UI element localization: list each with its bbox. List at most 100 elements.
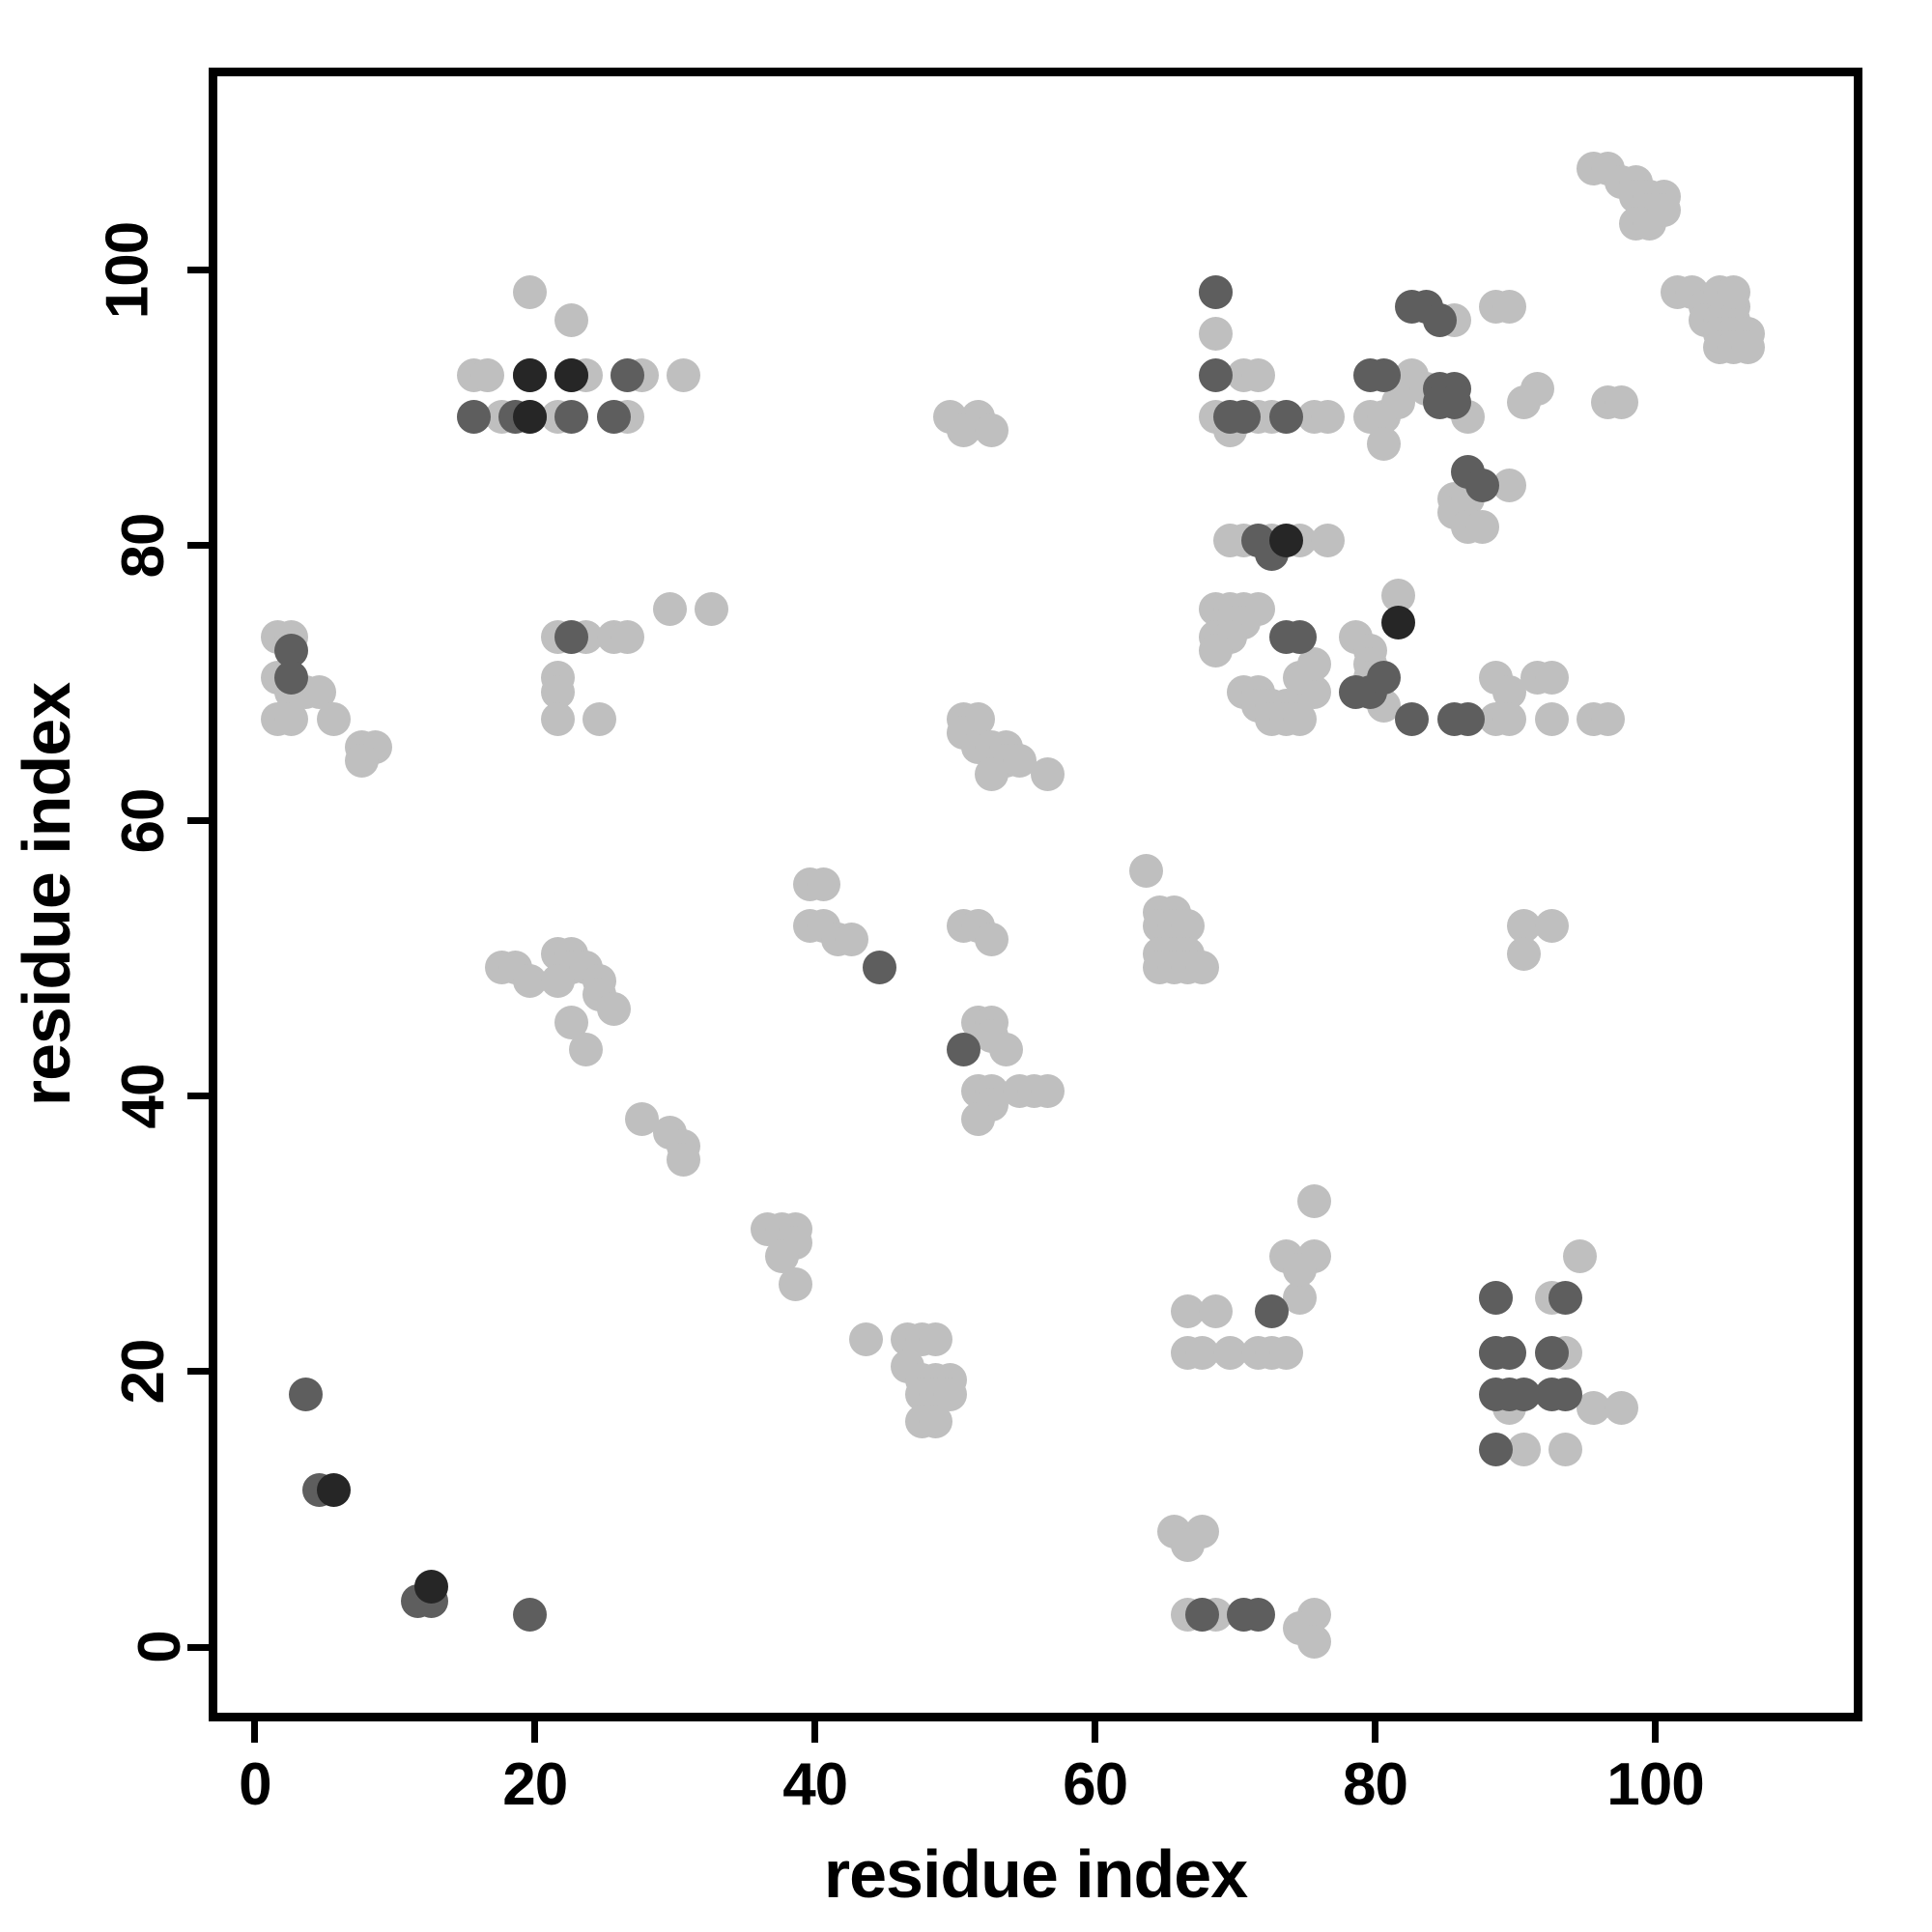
data-point bbox=[1268, 1335, 1303, 1370]
data-point bbox=[1031, 757, 1065, 792]
data-point bbox=[1367, 357, 1402, 392]
data-point bbox=[1464, 509, 1499, 544]
x-axis-tick-label: 40 bbox=[782, 1751, 848, 1818]
data-point bbox=[919, 1321, 953, 1356]
data-point bbox=[1268, 399, 1303, 434]
data-point bbox=[1548, 1377, 1583, 1411]
x-axis-tick bbox=[251, 1721, 259, 1743]
data-point bbox=[1199, 275, 1234, 310]
data-point bbox=[1492, 1335, 1527, 1370]
y-axis-tick-label: 0 bbox=[126, 1631, 193, 1663]
data-point bbox=[568, 1033, 603, 1067]
data-point bbox=[611, 357, 645, 392]
data-point bbox=[1240, 1597, 1275, 1632]
x-axis-tick-label: 80 bbox=[1343, 1751, 1408, 1818]
data-point bbox=[1506, 385, 1541, 420]
data-point bbox=[975, 923, 1009, 957]
data-point bbox=[1227, 399, 1262, 434]
y-axis-tick bbox=[187, 1368, 209, 1376]
x-axis-tick-label: 0 bbox=[239, 1751, 271, 1818]
y-axis-tick-label: 20 bbox=[110, 1339, 178, 1405]
data-point bbox=[1479, 1432, 1513, 1466]
data-point bbox=[1605, 1390, 1639, 1425]
data-point bbox=[1506, 936, 1541, 971]
data-point bbox=[1646, 192, 1681, 227]
data-point bbox=[1548, 1432, 1583, 1466]
data-point bbox=[1605, 385, 1639, 420]
data-point bbox=[1436, 385, 1471, 420]
data-point bbox=[1451, 702, 1485, 737]
data-point bbox=[288, 1377, 323, 1411]
y-axis-title-text: residue index bbox=[9, 682, 84, 1107]
y-axis-tick-label: 60 bbox=[110, 788, 178, 854]
x-axis-tick bbox=[1372, 1721, 1379, 1743]
data-point bbox=[667, 357, 701, 392]
data-point bbox=[1171, 1528, 1206, 1563]
data-point bbox=[596, 399, 631, 434]
data-point bbox=[470, 357, 505, 392]
y-axis-tick bbox=[187, 542, 209, 550]
y-axis-tick-label: 100 bbox=[94, 221, 161, 319]
data-point bbox=[919, 1405, 953, 1439]
data-point bbox=[1255, 1294, 1290, 1329]
data-point bbox=[1395, 702, 1430, 737]
data-point bbox=[316, 1473, 351, 1508]
data-point bbox=[1296, 1184, 1331, 1219]
data-point bbox=[1283, 619, 1318, 654]
data-point bbox=[779, 1266, 813, 1301]
x-axis-tick bbox=[1651, 1721, 1659, 1743]
data-point bbox=[414, 1570, 449, 1605]
data-point bbox=[988, 1033, 1023, 1067]
data-point bbox=[1380, 606, 1415, 640]
x-axis-tick-label: 20 bbox=[502, 1751, 568, 1818]
data-point bbox=[1184, 1597, 1219, 1632]
data-point bbox=[975, 757, 1009, 792]
data-point bbox=[1199, 1294, 1234, 1329]
data-point bbox=[848, 1321, 883, 1356]
data-point bbox=[1562, 1239, 1597, 1274]
data-point bbox=[456, 399, 491, 434]
data-point bbox=[975, 412, 1009, 447]
data-point bbox=[1199, 357, 1234, 392]
data-point bbox=[1240, 357, 1275, 392]
data-point bbox=[1717, 275, 1751, 310]
y-axis-tick-label: 40 bbox=[110, 1064, 178, 1129]
data-point bbox=[1283, 1253, 1318, 1288]
x-axis-tick-label: 100 bbox=[1606, 1751, 1704, 1818]
x-axis-tick bbox=[1092, 1721, 1099, 1743]
data-point bbox=[1534, 702, 1569, 737]
data-point bbox=[1548, 1280, 1583, 1315]
scatter-points-layer bbox=[217, 76, 1854, 1713]
x-axis-tick-label: 60 bbox=[1063, 1751, 1128, 1818]
data-point bbox=[512, 357, 547, 392]
data-point bbox=[554, 619, 589, 654]
data-point bbox=[1296, 1625, 1331, 1660]
y-axis-tick bbox=[187, 267, 209, 274]
data-point bbox=[1311, 399, 1346, 434]
x-axis-tick bbox=[531, 1721, 539, 1743]
data-point bbox=[1479, 1280, 1513, 1315]
data-point bbox=[1367, 661, 1402, 696]
data-point bbox=[1730, 330, 1765, 365]
data-point bbox=[960, 1101, 995, 1136]
data-point bbox=[512, 399, 547, 434]
x-axis-title: residue index bbox=[823, 1836, 1248, 1912]
data-point bbox=[554, 302, 589, 337]
data-point bbox=[512, 275, 547, 310]
data-point bbox=[1534, 661, 1569, 696]
data-point bbox=[1492, 702, 1527, 737]
data-point bbox=[554, 357, 589, 392]
data-point bbox=[863, 950, 897, 984]
y-axis-tick bbox=[187, 1093, 209, 1100]
data-point bbox=[835, 923, 869, 957]
data-point bbox=[611, 619, 645, 654]
data-point bbox=[695, 592, 729, 627]
data-point bbox=[807, 867, 841, 902]
y-axis-tick bbox=[187, 817, 209, 825]
data-point bbox=[652, 592, 687, 627]
plot-area bbox=[209, 68, 1862, 1721]
data-point bbox=[1031, 1074, 1065, 1109]
data-point bbox=[512, 1597, 547, 1632]
data-point bbox=[1128, 854, 1163, 888]
data-point bbox=[1367, 427, 1402, 462]
